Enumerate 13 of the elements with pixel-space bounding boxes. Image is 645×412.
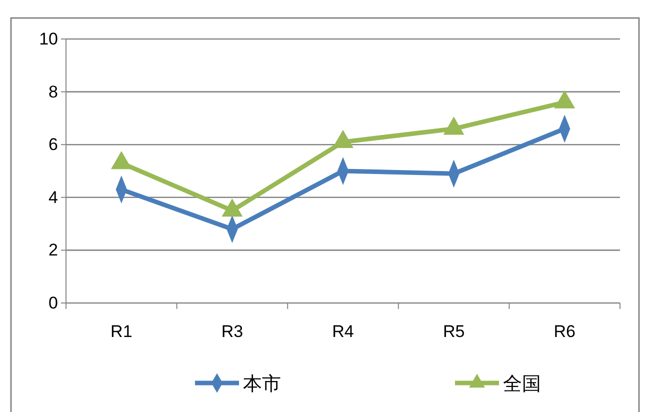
y-tick-label: 0 bbox=[48, 293, 58, 312]
x-tick-label: R1 bbox=[110, 322, 132, 342]
y-tick-label: 4 bbox=[48, 188, 58, 207]
legend-label: 本市 bbox=[243, 373, 281, 395]
y-tick-label: 2 bbox=[48, 240, 58, 260]
x-tick-label: R5 bbox=[442, 322, 465, 342]
legend-label: 全国 bbox=[503, 373, 541, 395]
y-tick-label: 8 bbox=[48, 82, 58, 102]
x-tick-label: R3 bbox=[221, 322, 244, 342]
y-tick-label: 6 bbox=[48, 135, 58, 154]
y-tick-label: 10 bbox=[39, 29, 58, 48]
x-tick-label: R6 bbox=[554, 322, 576, 342]
x-tick-label: R4 bbox=[332, 322, 354, 342]
